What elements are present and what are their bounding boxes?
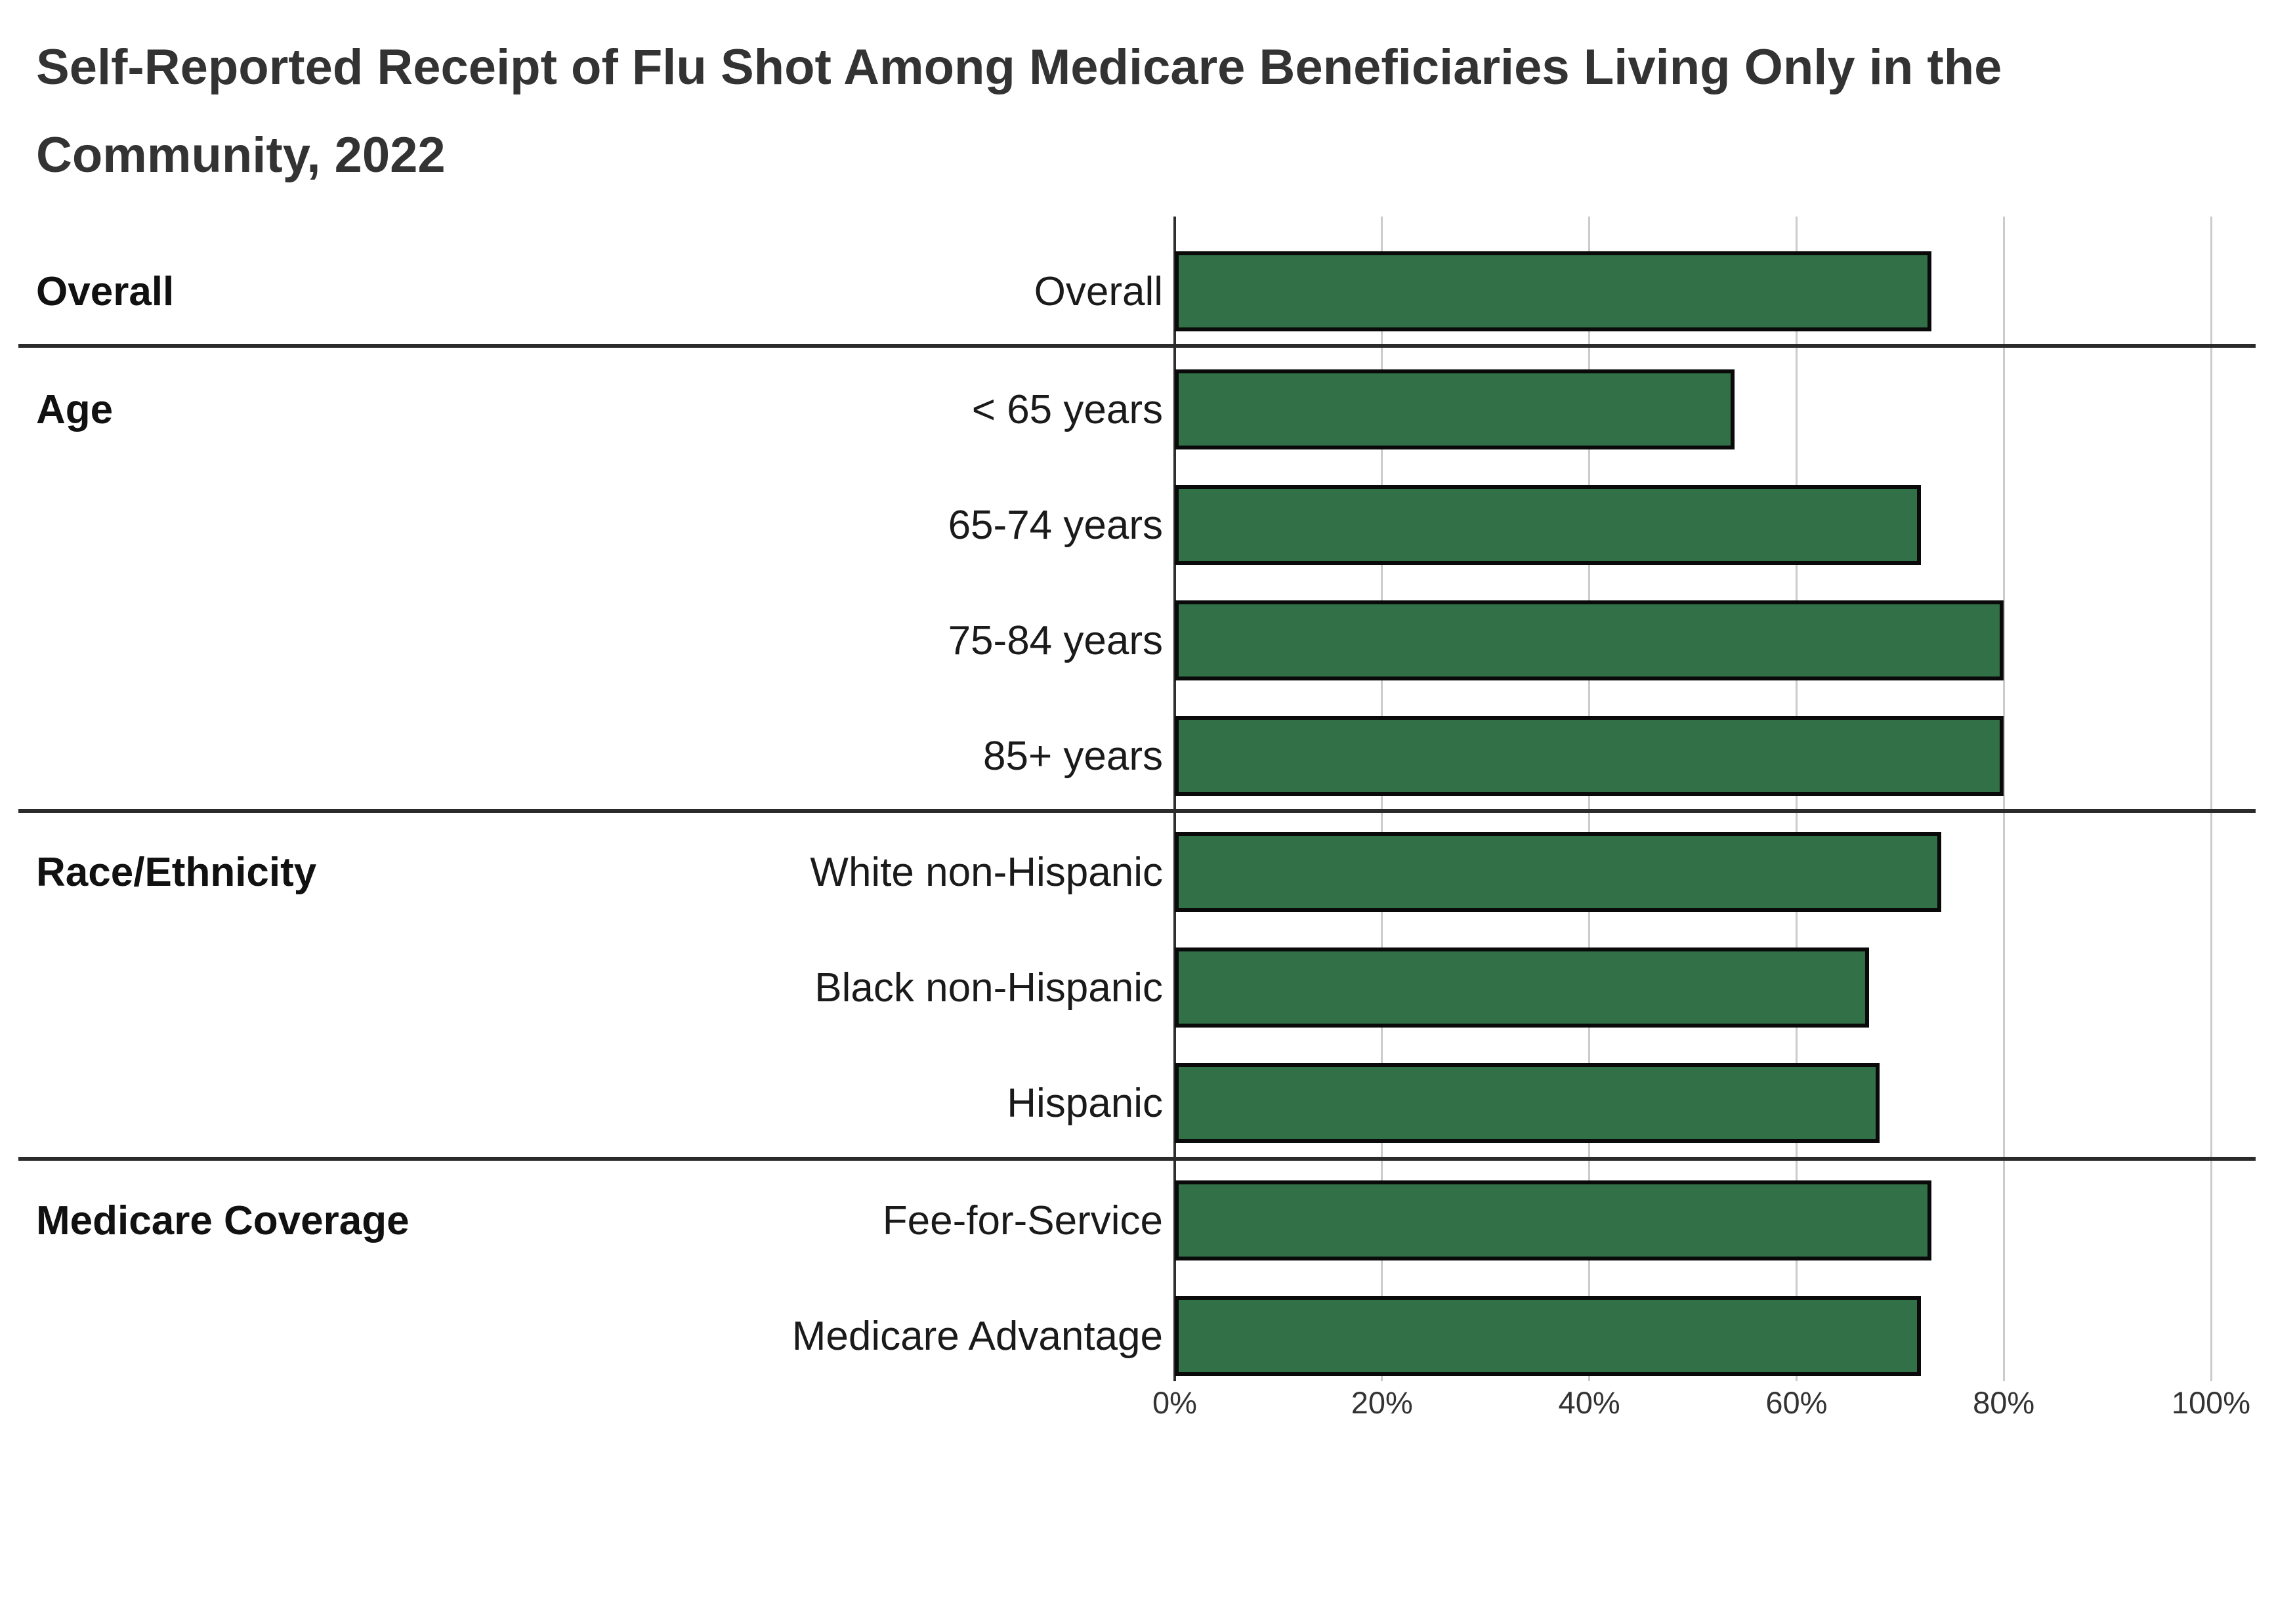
x-tick-label-20pct: 20% [1351,1385,1413,1420]
group-separator-2 [18,809,2256,813]
bar [1175,1063,1880,1143]
group-separator-3 [18,1157,2256,1161]
group-label: Medicare Coverage [36,1197,410,1243]
bar-label: Fee-for-Service [882,1197,1163,1243]
bar-label: Hispanic [1007,1080,1163,1126]
gridline-100pct [2210,217,2212,1381]
bar-label: < 65 years [971,386,1163,432]
x-tick-label-40pct: 40% [1558,1385,1620,1420]
group-label: Age [36,386,114,432]
bar [1175,1296,1921,1376]
bar-label: 85+ years [982,733,1163,779]
bar [1175,251,1931,331]
group-label: Overall [36,268,175,314]
gridline-40pct [1588,217,1591,1381]
bar [1175,947,1869,1028]
x-tick-label-80pct: 80% [1973,1385,2035,1420]
bar-label: 65-74 years [948,502,1163,548]
bar [1175,832,1942,912]
group-label: Race/Ethnicity [36,849,317,895]
bar [1175,716,2004,796]
bar-label: 75-84 years [948,617,1163,663]
gridline-20pct [1381,217,1383,1381]
group-separator-1 [18,344,2256,348]
bar-label: Overall [1034,268,1163,314]
bar-label: Black non-Hispanic [814,965,1163,1010]
bar [1175,369,1735,449]
bar [1175,600,2004,680]
x-tick-label-60pct: 60% [1765,1385,1828,1420]
gridline-80pct [2002,217,2005,1381]
bar-label: Medicare Advantage [791,1313,1163,1359]
y-axis-baseline [1173,217,1176,1381]
chart-title-line1: Self-Reported Receipt of Flu Shot Among … [36,39,2002,95]
x-tick-label-100pct: 100% [2171,1385,2251,1420]
bar [1175,485,1921,565]
gridline-60pct [1795,217,1798,1381]
bar-label: White non-Hispanic [810,849,1163,895]
chart-title-line2: Community, 2022 [36,127,446,183]
chart-title: Self-Reported Receipt of Flu Shot Among … [36,24,2228,199]
x-tick-label-0pct: 0% [1152,1385,1197,1420]
bar [1175,1180,1931,1260]
